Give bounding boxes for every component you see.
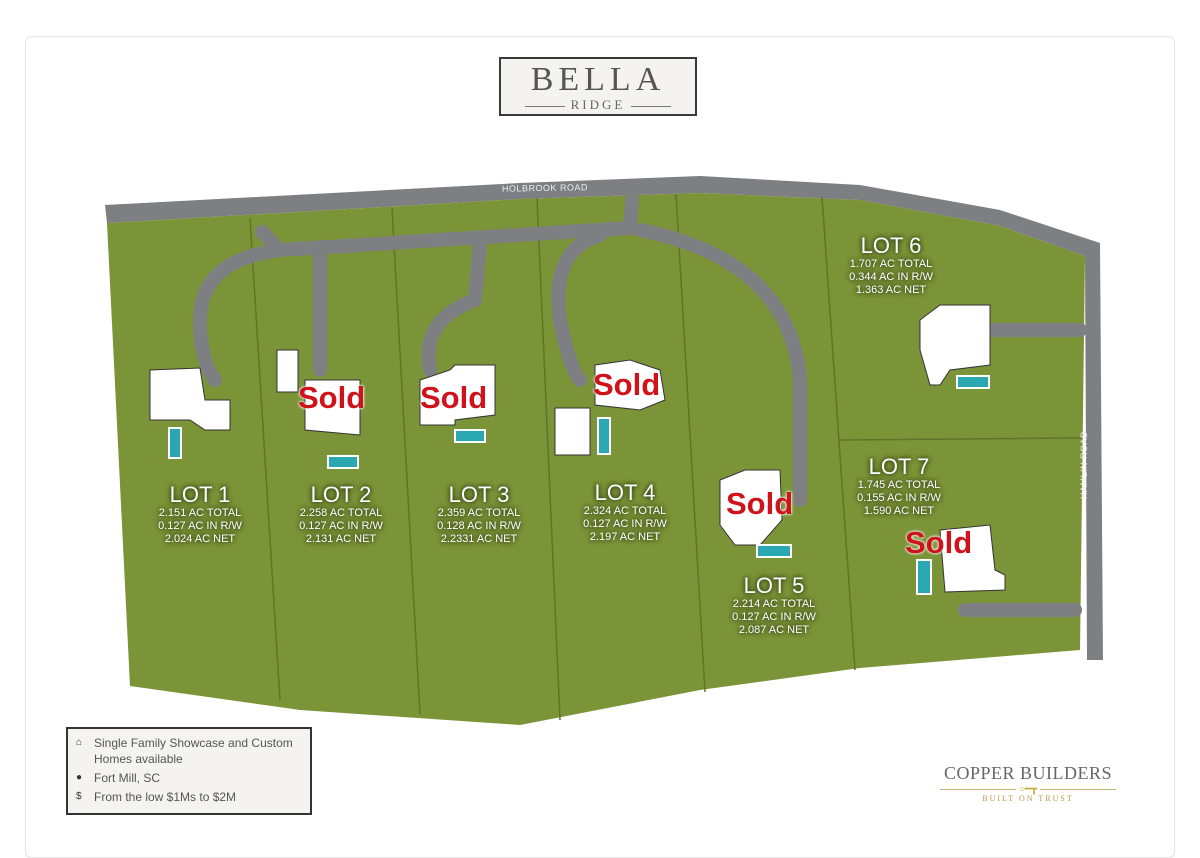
holbrook-road-label: HOLBROOK ROAD (501, 182, 589, 194)
lot-name: LOT 7 (868, 454, 930, 479)
lot-6-label[interactable]: LOT 6 1.707 AC TOTAL 0.344 AC IN R/W 1.3… (826, 234, 956, 297)
lot-1-label[interactable]: LOT 1 2.151 AC TOTAL 0.127 AC IN R/W 2.0… (135, 483, 265, 546)
lot-2-label[interactable]: LOT 2 2.258 AC TOTAL 0.127 AC IN R/W 2.1… (276, 483, 406, 546)
lot-rw: 0.155 AC IN R/W (857, 492, 941, 504)
hamlin-road-label: HAMLIN ROAD (1079, 430, 1090, 500)
lot-total: 1.707 AC TOTAL (849, 258, 933, 270)
lot-name: LOT 5 (743, 573, 805, 598)
lot-name: LOT 2 (310, 482, 372, 507)
lot-5-sold-badge: Sold (726, 486, 794, 521)
lot-rw: 0.127 AC IN R/W (732, 611, 816, 623)
lot-total: 2.258 AC TOTAL (299, 507, 383, 519)
lot-5-label[interactable]: LOT 5 2.214 AC TOTAL 0.127 AC IN R/W 2.0… (709, 574, 839, 637)
price-text: From the low $1Ms to $2M (94, 790, 237, 804)
lot-net: 2.087 AC NET (738, 624, 810, 636)
lot-net: 1.590 AC NET (863, 505, 935, 517)
lot-net: 1.363 AC NET (855, 284, 927, 296)
logo-title: BELLA (530, 61, 666, 98)
key-icon: ○━┳ (1016, 784, 1041, 795)
home-icon: ⌂ (76, 737, 83, 748)
location-text: Fort Mill, SC (94, 771, 160, 785)
parcel (107, 193, 1085, 725)
map-pin-icon: ● (76, 772, 83, 783)
lot-rw: 0.128 AC IN R/W (437, 520, 521, 532)
lot-3-label[interactable]: LOT 3 2.359 AC TOTAL 0.128 AC IN R/W 2.2… (414, 483, 544, 546)
builder-tagline: BUILT ON TRUST (982, 794, 1074, 803)
lot-total: 1.745 AC TOTAL (857, 479, 941, 491)
lot-7-label[interactable]: LOT 7 1.745 AC TOTAL 0.155 AC IN R/W 1.5… (834, 455, 964, 518)
lot-4-sold-badge: Sold (593, 367, 661, 402)
lot-rw: 0.344 AC IN R/W (849, 271, 933, 283)
lot-4-label[interactable]: LOT 4 2.324 AC TOTAL 0.127 AC IN R/W 2.1… (560, 481, 690, 544)
home-type-text: Single Family Showcase and Custom Homes … (94, 736, 293, 766)
lot-rw: 0.127 AC IN R/W (583, 518, 667, 530)
lot-7-sold-badge: Sold (905, 525, 973, 560)
lot-2-sold-badge: Sold (298, 380, 366, 415)
copper-builders-logo: COPPER BUILDERS ○━┳ BUILT ON TRUST (928, 763, 1128, 803)
holbrook-road (105, 176, 1103, 660)
driveways (192, 193, 1087, 617)
lot-name: LOT 4 (594, 480, 656, 505)
dollar-icon: $ (76, 791, 82, 802)
lot-net: 2.197 AC NET (589, 531, 661, 543)
lot-lines (249, 193, 1083, 721)
lot-rw: 0.127 AC IN R/W (299, 520, 383, 532)
lot-net: 2.131 AC NET (305, 533, 377, 545)
lot-name: LOT 1 (169, 482, 231, 507)
lot-3-sold-badge: Sold (420, 380, 488, 415)
pools (168, 375, 990, 595)
lot-net: 2.024 AC NET (164, 533, 236, 545)
bella-ridge-logo: BELLA RIDGE (499, 57, 697, 116)
info-box: ⌂ Single Family Showcase and Custom Homes… (66, 727, 312, 815)
lot-name: LOT 6 (860, 233, 922, 258)
lot-total: 2.324 AC TOTAL (583, 505, 667, 517)
builder-name: COPPER BUILDERS (943, 763, 1113, 783)
lot-rw: 0.127 AC IN R/W (158, 520, 242, 532)
lot-net: 2.2331 AC NET (440, 533, 518, 545)
lot-total: 2.359 AC TOTAL (437, 507, 521, 519)
lot-total: 2.151 AC TOTAL (158, 507, 242, 519)
houses (149, 304, 1006, 593)
lot-total: 2.214 AC TOTAL (732, 598, 816, 610)
logo-subtitle: RIDGE (501, 98, 695, 112)
lot-name: LOT 3 (448, 482, 510, 507)
